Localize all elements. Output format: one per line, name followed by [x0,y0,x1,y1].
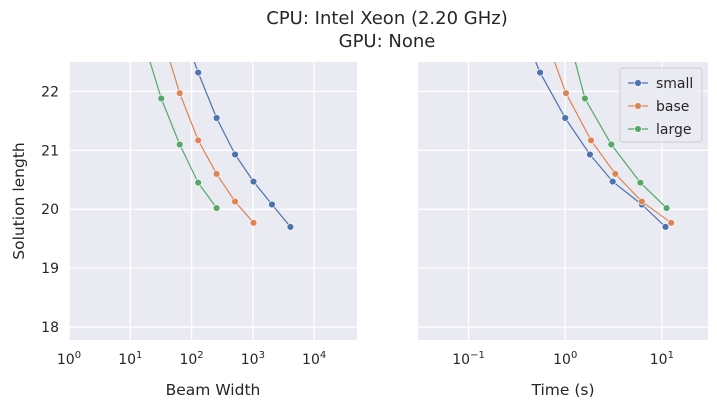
data-point-small [661,223,670,231]
data-point-base [667,219,675,227]
beam-width-plot: 100 101 102 103 104 18 19 20 21 22 Solution length… [10,17,357,399]
data-point-base [212,170,221,178]
legend-marker-small [634,79,642,87]
figure-title-line-2: GPU: None [339,31,436,52]
data-point-base [611,170,619,178]
legend-box [619,67,703,143]
data-point-base [540,29,547,36]
data-point-small [586,150,594,159]
legend-marker-large [634,125,642,133]
data-point-base [562,89,570,97]
legend: small base large [619,67,703,143]
y-tick-label: 20 [41,202,59,218]
legend-label-small: small [656,76,693,92]
data-point-base [587,136,595,145]
data-point-base [158,29,165,36]
data-point-small [194,68,202,77]
data-point-small [249,177,258,186]
data-point-large [176,140,184,149]
data-point-base [176,89,184,97]
x-tick-label: 103 [241,350,265,368]
data-point-small [515,17,522,24]
series-line-base [553,62,672,224]
x-tick-label: 100 [553,350,577,368]
data-point-large [581,94,589,103]
y-tick-label: 18 [41,320,59,336]
x-tick-label: 10−1 [452,350,485,368]
series-layer [139,17,295,231]
x-tick-label: 104 [302,350,326,368]
data-point-small [608,177,617,186]
data-point-large [194,179,202,187]
series-line-base [169,62,254,224]
data-point-base [231,197,239,206]
y-tick-label: 22 [41,84,59,100]
data-point-large [636,179,645,187]
y-axis-label: Solution length [10,142,28,259]
data-point-small [286,223,295,231]
series-layer [515,17,675,231]
data-point-large [662,204,671,212]
legend-label-large: large [656,122,691,138]
data-point-large [157,94,166,103]
figure-title-line-1: CPU: Intel Xeon (2.20 GHz) [266,8,507,29]
data-point-small [268,200,276,209]
data-point-small [536,68,544,77]
y-tick-label: 21 [41,143,59,159]
data-point-small [561,114,569,122]
data-point-small [212,114,221,122]
legend-marker-base [634,102,642,110]
x-tick-label: 102 [179,350,203,368]
data-point-base [194,136,202,145]
data-point-large [566,35,573,42]
x-axis-label: Beam Width [166,381,261,399]
data-point-large [607,140,615,149]
data-point-large [212,204,221,212]
data-point-small [176,17,183,24]
x-tick-label: 100 [57,350,81,368]
x-tick-label: 101 [118,350,142,368]
x-axis-label: Time (s) [530,381,594,399]
legend-label-base: base [656,99,689,115]
x-tick-label: 101 [650,350,674,368]
data-point-base [638,197,646,206]
data-point-small [231,150,239,159]
data-point-large [139,35,146,42]
data-point-base [249,219,258,227]
y-tick-label: 19 [41,261,59,277]
time-plot: 10−1 100 101 Time (s) small base large [418,17,708,399]
